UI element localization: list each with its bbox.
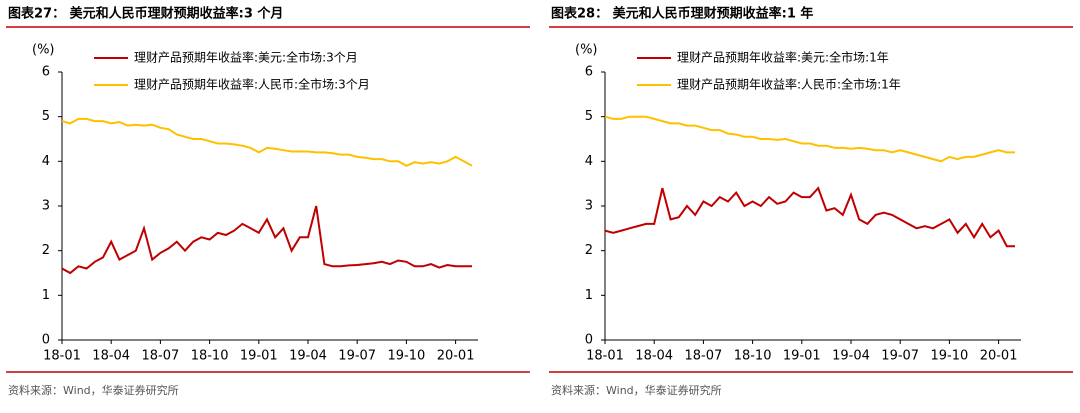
y-tick-label: 3: [585, 199, 593, 214]
x-tick-label: 19-04: [289, 349, 327, 364]
x-tick-label: 19-01: [240, 349, 278, 364]
legend-label: 理财产品预期年收益率:人民币:全市场:1年: [677, 77, 901, 92]
x-tick-label: 18-04: [92, 349, 130, 364]
y-tick-label: 5: [42, 109, 50, 124]
series-line: [61, 117, 473, 167]
y-tick-label: 0: [585, 333, 593, 348]
series-line: [604, 186, 1015, 248]
y-tick-label: 1: [585, 288, 593, 303]
chart-title: 图表28： 美元和人民币理财预期收益率:1 年: [551, 6, 813, 22]
x-tick-label: 19-10: [388, 349, 426, 364]
x-tick-label: 19-04: [832, 349, 870, 364]
x-tick-label: 19-07: [881, 349, 919, 364]
y-tick-label: 6: [585, 65, 593, 80]
source: 资料来源：Wind，华泰证券研究所: [551, 383, 722, 397]
y-tick-label: 0: [42, 333, 50, 348]
y-axis-label: (%): [32, 43, 55, 58]
x-tick-label: 20-01: [437, 349, 475, 364]
x-tick-label: 18-07: [142, 349, 180, 364]
x-tick-label: 18-10: [734, 349, 772, 364]
y-tick-label: 3: [42, 199, 50, 214]
y-tick-label: 2: [585, 243, 593, 258]
y-tick-label: 4: [585, 154, 593, 169]
x-tick-label: 18-01: [586, 349, 624, 364]
y-tick-label: 2: [42, 243, 50, 258]
y-tick-label: 6: [42, 65, 50, 80]
x-tick-label: 19-01: [783, 349, 821, 364]
y-tick-label: 5: [585, 109, 593, 124]
source: 资料来源：Wind，华泰证券研究所: [8, 383, 179, 397]
y-tick-label: 1: [42, 288, 50, 303]
series-line: [604, 115, 1015, 163]
series-line: [61, 205, 472, 275]
y-tick-label: 4: [42, 154, 50, 169]
chart-title: 图表27： 美元和人民币理财预期收益率:3 个月: [8, 6, 283, 22]
x-tick-label: 18-01: [43, 349, 81, 364]
x-tick-label: 20-01: [980, 349, 1018, 364]
x-tick-label: 18-10: [191, 349, 229, 364]
x-tick-label: 19-07: [338, 349, 376, 364]
x-tick-label: 19-10: [931, 349, 969, 364]
legend-label: 理财产品预期年收益率:美元:全市场:1年: [677, 50, 889, 65]
legend-label: 理财产品预期年收益率:美元:全市场:3个月: [134, 50, 358, 65]
legend-label: 理财产品预期年收益率:人民币:全市场:3个月: [134, 77, 370, 92]
x-tick-label: 18-07: [685, 349, 723, 364]
x-tick-label: 18-04: [635, 349, 673, 364]
y-axis-label: (%): [575, 43, 598, 58]
